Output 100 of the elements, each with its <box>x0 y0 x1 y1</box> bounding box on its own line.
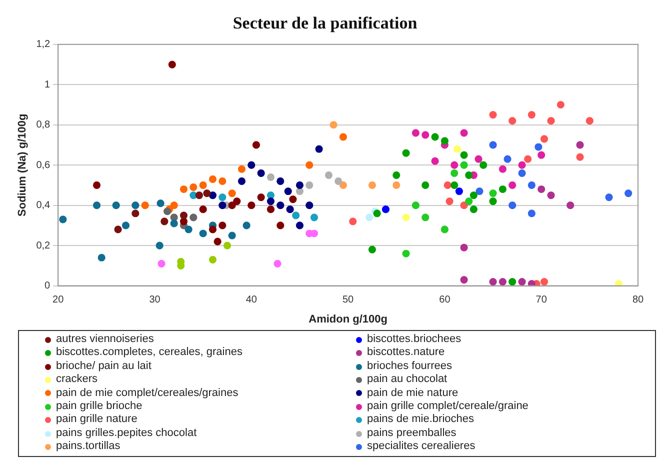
point <box>306 161 314 169</box>
point <box>228 232 236 240</box>
point <box>476 187 484 196</box>
point <box>233 198 241 206</box>
point <box>460 151 468 159</box>
point <box>528 210 536 218</box>
x-tick-label: 40 <box>246 294 258 306</box>
point <box>242 222 250 230</box>
point <box>547 117 555 125</box>
point <box>431 133 439 141</box>
point <box>160 218 168 226</box>
point <box>199 230 207 238</box>
point <box>455 187 463 196</box>
point <box>450 181 458 190</box>
point <box>498 278 506 286</box>
point <box>540 135 548 143</box>
point <box>460 244 468 252</box>
point <box>208 256 217 264</box>
point <box>199 181 207 190</box>
y-tick-label: 1,2 <box>36 39 51 50</box>
x-axis-title: Amidon g/100g <box>308 313 388 326</box>
legend-label: pain de mie nature <box>367 386 458 400</box>
point <box>238 165 246 173</box>
point <box>296 222 304 230</box>
point <box>446 198 454 206</box>
legend-label: pain au chocolat <box>367 373 448 387</box>
point <box>112 202 120 210</box>
point <box>518 161 526 169</box>
point <box>444 181 452 190</box>
point <box>556 100 564 109</box>
point <box>190 214 198 222</box>
y-tick-label: 0 <box>44 280 51 292</box>
point <box>349 218 357 226</box>
point <box>528 181 536 190</box>
point <box>296 187 304 196</box>
point <box>450 161 458 169</box>
point <box>289 196 297 204</box>
legend-label: pains grilles.pepites chocolat <box>56 426 197 440</box>
point <box>489 189 497 198</box>
point <box>489 141 497 149</box>
point <box>422 181 430 190</box>
point <box>218 193 226 202</box>
x-tick-label: 50 <box>342 294 354 306</box>
point <box>382 206 390 214</box>
point <box>498 165 506 173</box>
point <box>218 222 226 230</box>
point <box>315 145 323 153</box>
legend-label: specialites cerealieres <box>367 440 476 454</box>
point <box>180 218 188 226</box>
point <box>489 278 497 286</box>
point <box>339 133 348 141</box>
y-tick-label: 0,4 <box>36 200 51 212</box>
point <box>248 161 256 169</box>
point <box>576 153 584 161</box>
point <box>402 250 410 258</box>
point <box>518 278 526 286</box>
point <box>540 278 548 286</box>
point <box>168 60 176 68</box>
y-tick-label: 0,6 <box>36 160 51 171</box>
y-tick-label: 0,2 <box>36 240 51 252</box>
point <box>566 202 574 210</box>
point <box>422 214 430 222</box>
x-tick-label: 70 <box>536 294 548 306</box>
point <box>392 171 400 179</box>
point <box>528 111 536 119</box>
point <box>508 202 516 210</box>
legend-label: autres viennoiseries <box>56 333 154 346</box>
point <box>624 189 632 198</box>
point <box>132 202 140 210</box>
point <box>199 206 207 214</box>
point <box>266 191 275 200</box>
legend-label: brioche/ pain au lait <box>56 360 152 374</box>
y-tick-label: 1 <box>44 79 51 90</box>
point <box>190 183 198 192</box>
point <box>223 242 232 250</box>
point <box>141 202 149 210</box>
point <box>158 260 166 268</box>
point <box>252 141 260 149</box>
legend-label: biscottes.briochees <box>367 333 462 346</box>
y-tick-label: 0,8 <box>36 120 51 131</box>
point <box>450 169 458 177</box>
x-tick-label: 80 <box>632 294 644 306</box>
point <box>257 169 265 177</box>
point <box>422 131 430 139</box>
legend-label: pain grille nature <box>56 413 138 427</box>
point <box>59 216 67 224</box>
point <box>498 185 506 194</box>
point <box>257 193 265 202</box>
point <box>460 276 468 284</box>
point <box>440 137 448 145</box>
point <box>547 191 555 200</box>
point <box>366 214 374 222</box>
point <box>465 171 473 179</box>
point <box>518 169 526 177</box>
legend-label: biscottes.completes, cereales, graines <box>56 346 242 360</box>
point <box>412 202 420 210</box>
point <box>98 254 106 262</box>
legend-label: pain grille brioche <box>56 400 142 414</box>
point <box>184 226 192 234</box>
point <box>534 143 542 151</box>
